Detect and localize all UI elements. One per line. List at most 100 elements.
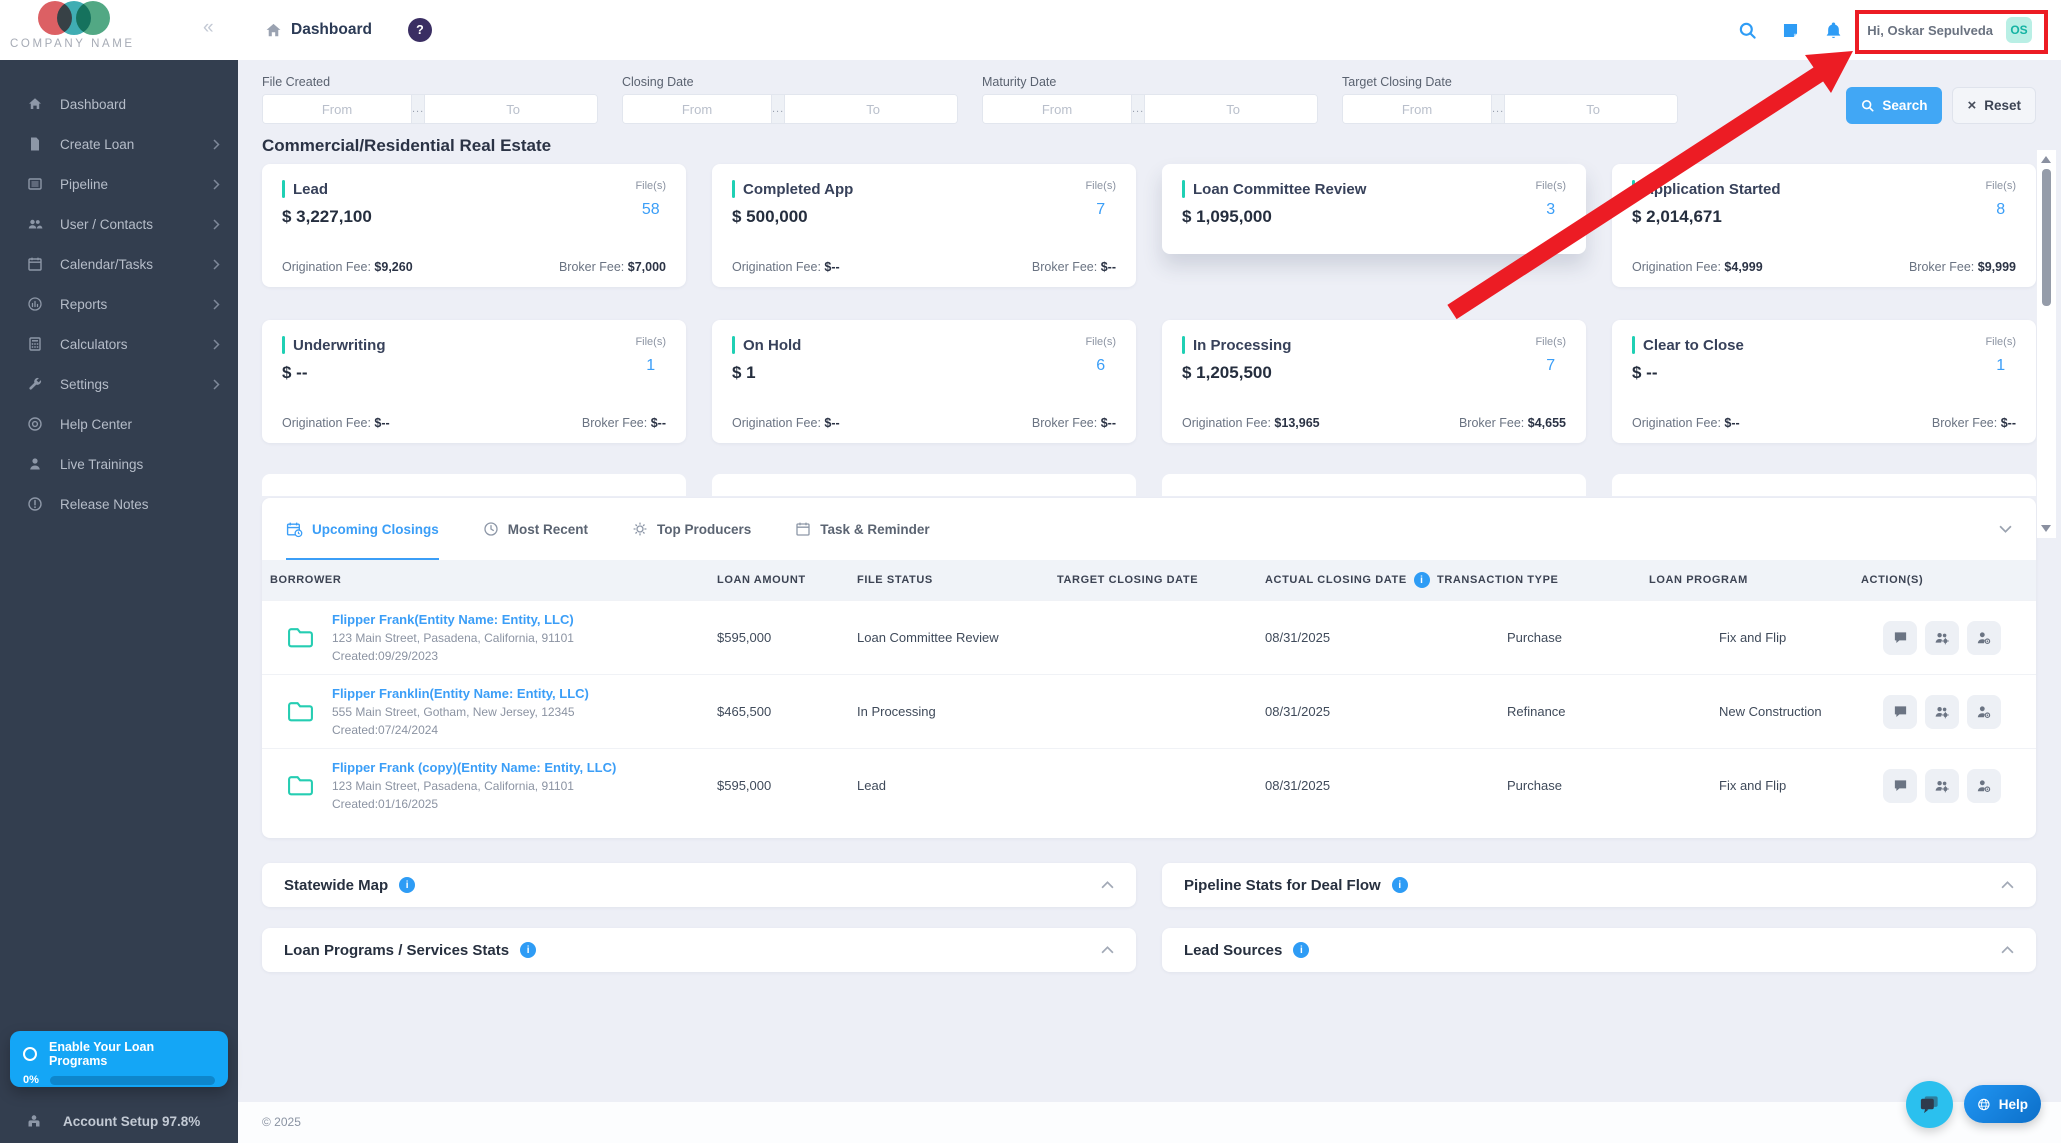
user-settings-action-button[interactable] — [1967, 694, 2001, 729]
scroll-up-arrow[interactable] — [2041, 156, 2051, 163]
status-card-lead[interactable]: Lead $ 3,227,100 File(s) 58 Origination … — [262, 164, 686, 287]
search-icon[interactable] — [1738, 21, 1757, 40]
pipeline-stats-panel[interactable]: Pipeline Stats for Deal Flow i — [1162, 863, 2036, 907]
copyright: © 2025 — [262, 1115, 301, 1129]
sidebar-item-calendar-tasks[interactable]: Calendar/Tasks — [0, 244, 238, 284]
files-count[interactable]: 1 — [1996, 357, 2006, 374]
user-menu[interactable]: Hi, Oskar Sepulveda OS — [1867, 17, 2032, 43]
loan-program-cell: Fix and Flip — [1719, 630, 1787, 645]
breadcrumb[interactable]: Dashboard — [265, 21, 372, 39]
maturity-date-from-input[interactable] — [983, 95, 1131, 123]
borrower-link[interactable]: Flipper Franklin(Entity Name: Entity, LL… — [332, 686, 589, 701]
status-cards-row-2: Underwriting $ -- File(s) 1 Origination … — [262, 320, 2036, 443]
info-icon[interactable]: i — [1293, 942, 1310, 958]
reset-button[interactable]: × Reset — [1952, 87, 2036, 124]
notes-icon[interactable] — [1781, 21, 1800, 40]
closing-date-from-input[interactable] — [623, 95, 771, 123]
account-setup-link[interactable]: Account Setup 97.8% — [0, 1113, 238, 1129]
status-card-on-hold[interactable]: On Hold $ 1 File(s) 6 Origination Fee: $… — [712, 320, 1136, 443]
status-card-loan-committee-review[interactable]: Loan Committee Review $ 1,095,000 File(s… — [1162, 164, 1586, 254]
files-count[interactable]: 6 — [1096, 357, 1106, 374]
user-settings-action-button[interactable] — [1967, 620, 2001, 655]
company-name: COMPANY NAME — [10, 38, 135, 50]
file-created-to-input[interactable] — [425, 95, 597, 123]
sidebar-item-release-notes[interactable]: Release Notes — [0, 484, 238, 524]
col-file-status: FILE STATUS — [857, 574, 933, 586]
info-icon[interactable]: i — [1413, 572, 1430, 588]
info-icon[interactable]: i — [520, 942, 537, 958]
status-card-in-processing[interactable]: In Processing $ 1,205,500 File(s) 7 Orig… — [1162, 320, 1586, 443]
panel-title: Lead Sources — [1184, 941, 1283, 959]
tab-top-producers[interactable]: Top Producers — [632, 498, 751, 560]
borrower-link[interactable]: Flipper Frank (copy)(Entity Name: Entity… — [332, 760, 617, 775]
info-icon[interactable]: i — [399, 877, 416, 893]
user-settings-action-button[interactable] — [1967, 768, 2001, 803]
search-button[interactable]: Search — [1846, 87, 1943, 124]
files-count[interactable]: 58 — [641, 201, 660, 218]
chat-action-button[interactable] — [1883, 768, 1917, 803]
chevron-up-icon[interactable] — [1101, 881, 1114, 889]
help-badge[interactable]: ? — [407, 18, 432, 42]
sidebar-item-help-center[interactable]: Help Center — [0, 404, 238, 444]
team-settings-action-button[interactable] — [1925, 694, 1959, 729]
sidebar-item-dashboard[interactable]: Dashboard — [0, 84, 238, 124]
sidebar-item-create-loan[interactable]: Create Loan — [0, 124, 238, 164]
collapse-sidebar-icon[interactable]: « — [203, 17, 214, 38]
col-actions: ACTION(S) — [1861, 574, 1924, 586]
enable-loan-programs-card[interactable]: Enable Your Loan Programs 0% — [10, 1031, 228, 1087]
help-button[interactable]: Help — [1964, 1085, 2041, 1123]
statewide-map-panel[interactable]: Statewide Map i — [262, 863, 1136, 907]
folder-icon[interactable] — [287, 774, 314, 797]
scrollbar-thumb[interactable] — [2042, 169, 2051, 306]
target-closing-to-input[interactable] — [1505, 95, 1677, 123]
chat-action-button[interactable] — [1883, 620, 1917, 655]
files-count[interactable]: 7 — [1096, 201, 1106, 218]
tab-task-reminder[interactable]: Task & Reminder — [795, 498, 930, 560]
tab-most-recent[interactable]: Most Recent — [483, 498, 588, 560]
lead-sources-panel[interactable]: Lead Sources i — [1162, 928, 2036, 972]
status-card-completed-app[interactable]: Completed App $ 500,000 File(s) 7 Origin… — [712, 164, 1136, 287]
maturity-date-to-input[interactable] — [1145, 95, 1317, 123]
company-logo[interactable]: COMPANY NAME — [0, 0, 238, 60]
target-closing-from-input[interactable] — [1343, 95, 1491, 123]
sidebar-item-user-contacts[interactable]: User / Contacts — [0, 204, 238, 244]
file-status-cell: Loan Committee Review — [857, 630, 999, 645]
files-count[interactable]: 3 — [1546, 201, 1556, 218]
files-count[interactable]: 8 — [1996, 201, 2006, 218]
chevron-up-icon[interactable] — [2001, 881, 2014, 889]
folder-icon[interactable] — [287, 700, 314, 723]
progress-circle-icon — [23, 1047, 37, 1061]
scrollbar[interactable] — [2037, 150, 2056, 538]
accent-bar — [1632, 180, 1635, 198]
sidebar-item-live-trainings[interactable]: Live Trainings — [0, 444, 238, 484]
sidebar-item-settings[interactable]: Settings — [0, 364, 238, 404]
sidebar-item-calculators[interactable]: Calculators — [0, 324, 238, 364]
team-settings-action-button[interactable] — [1925, 768, 1959, 803]
status-card-application-started[interactable]: Application Started $ 2,014,671 File(s) … — [1612, 164, 2036, 287]
files-count[interactable]: 1 — [646, 357, 656, 374]
team-settings-action-button[interactable] — [1925, 620, 1959, 655]
chat-action-button[interactable] — [1883, 694, 1917, 729]
bell-icon[interactable] — [1824, 21, 1843, 40]
loan-programs-stats-panel[interactable]: Loan Programs / Services Stats i — [262, 928, 1136, 972]
chevron-up-icon[interactable] — [1101, 946, 1114, 954]
chevron-right-icon — [213, 378, 220, 390]
scroll-down-arrow[interactable] — [2041, 525, 2051, 532]
borrower-link[interactable]: Flipper Frank(Entity Name: Entity, LLC) — [332, 612, 574, 627]
status-card-clear-to-close[interactable]: Clear to Close $ -- File(s) 1 Originatio… — [1612, 320, 2036, 443]
table-row: Flipper Frank(Entity Name: Entity, LLC) … — [262, 600, 2036, 674]
range-separator: ... — [411, 95, 426, 123]
chevron-down-icon[interactable] — [1999, 525, 2012, 533]
tab-upcoming-closings[interactable]: Upcoming Closings — [286, 498, 439, 560]
partial-card — [1162, 474, 1586, 496]
sidebar-item-reports[interactable]: Reports — [0, 284, 238, 324]
status-card-underwriting[interactable]: Underwriting $ -- File(s) 1 Origination … — [262, 320, 686, 443]
chevron-up-icon[interactable] — [2001, 946, 2014, 954]
file-created-from-input[interactable] — [263, 95, 411, 123]
sidebar-item-pipeline[interactable]: Pipeline — [0, 164, 238, 204]
closing-date-to-input[interactable] — [785, 95, 957, 123]
files-count[interactable]: 7 — [1546, 357, 1556, 374]
info-icon[interactable]: i — [1391, 877, 1408, 893]
folder-icon[interactable] — [287, 626, 314, 649]
chat-widget-button[interactable] — [1906, 1081, 1953, 1128]
